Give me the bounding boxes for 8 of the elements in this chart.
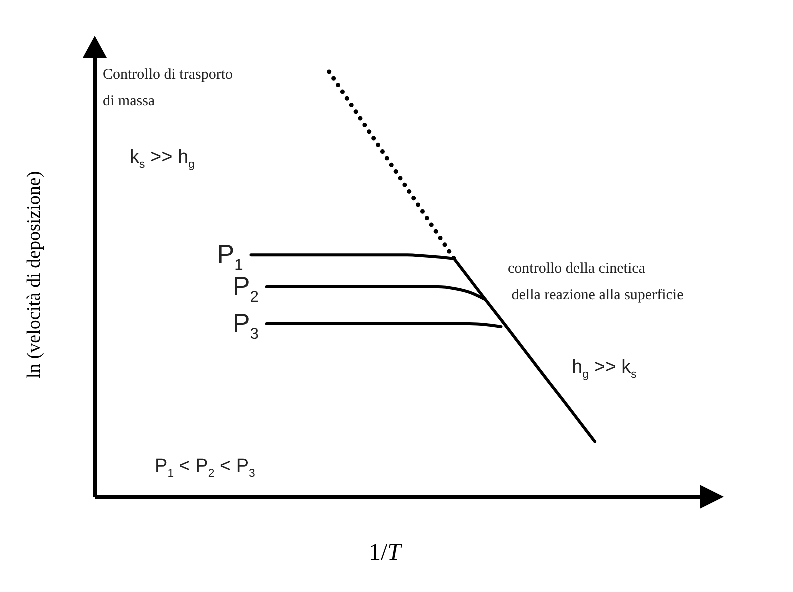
annotation: Controllo di trasporto di massa — [103, 67, 233, 110]
annotation: h$_{g}$ >> k$_{s}$ — [572, 357, 638, 381]
annotation: k$_{s}$ >> h$_{g}$ — [130, 147, 195, 171]
annotation: P$_{1}$ < P$_{2}$ < P$_{3}$ — [155, 456, 256, 480]
x-axis-title: 1/T — [368, 540, 403, 566]
y-axis-title: ln (velocità di deposizione) — [24, 171, 45, 379]
annotation: controllo della cinetica della reazione alla superficie — [508, 261, 684, 304]
series-label: P$_{3}$ — [232, 308, 259, 344]
